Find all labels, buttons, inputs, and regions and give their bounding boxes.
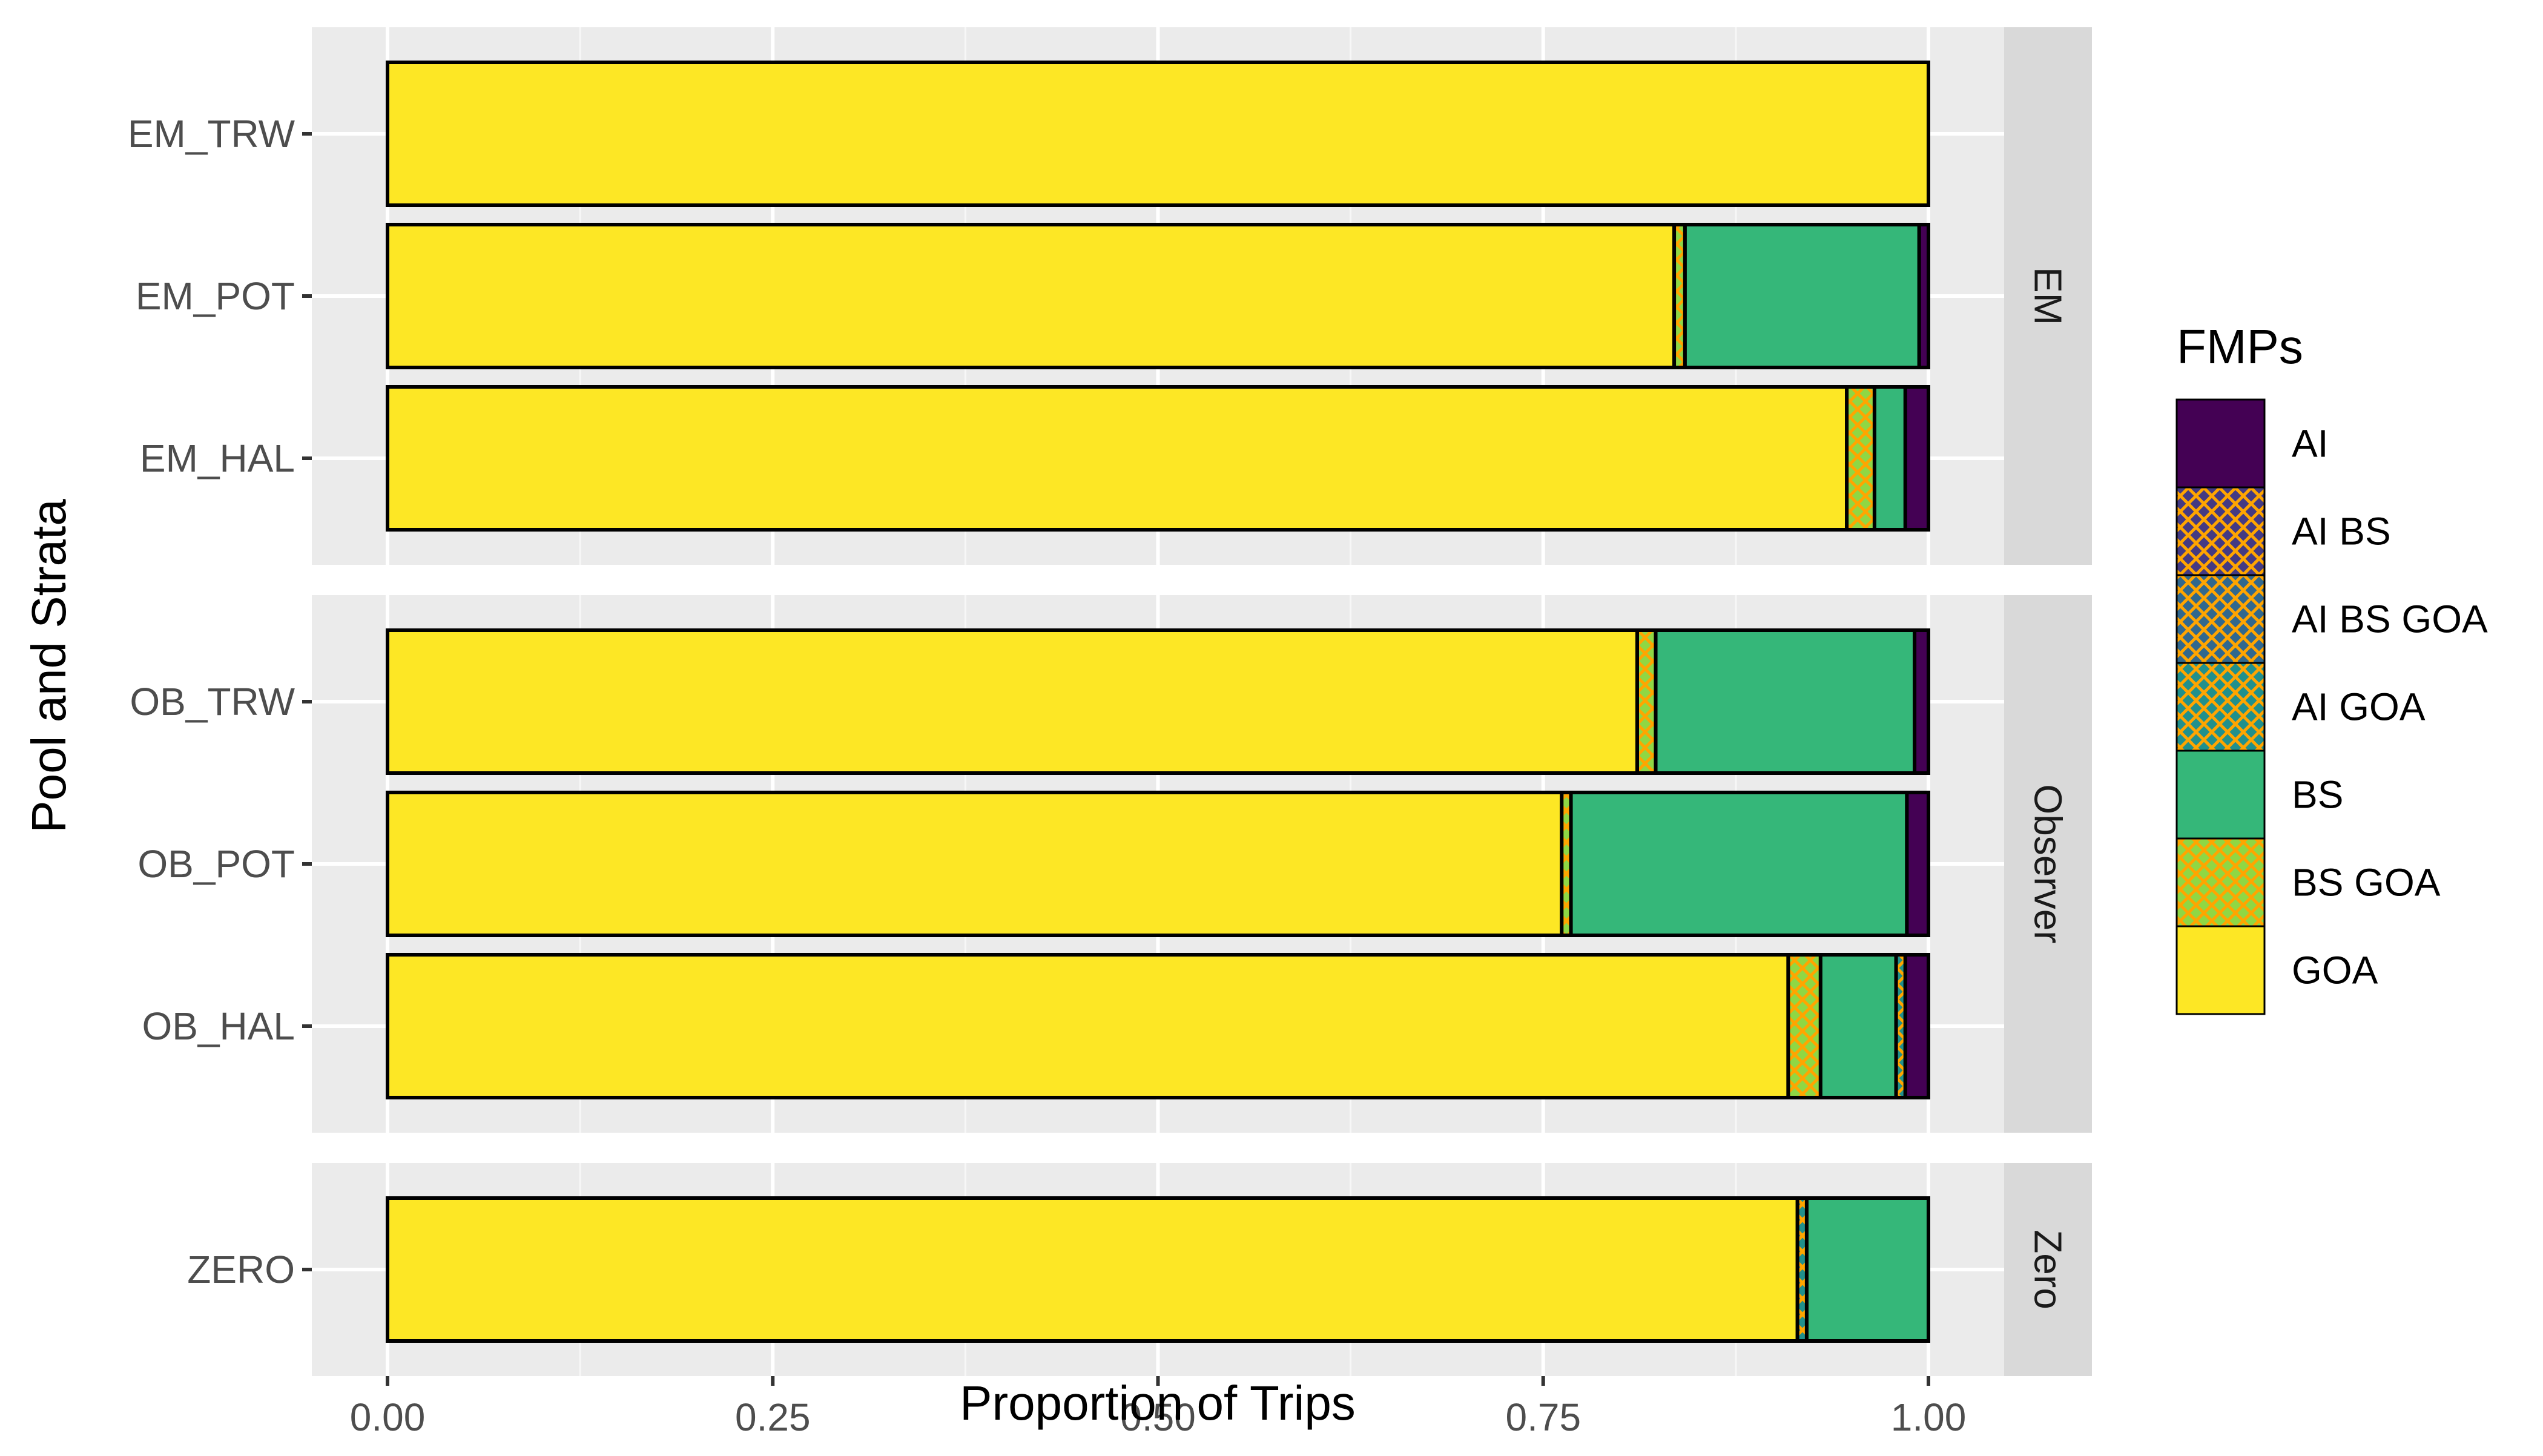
y-tick-label-em-hal: EM_HAL bbox=[140, 436, 295, 480]
y-tick-label-em-pot: EM_POT bbox=[136, 274, 295, 318]
legend-label: AI bbox=[2292, 422, 2328, 466]
legend-label: AI GOA bbox=[2292, 685, 2426, 729]
x-axis-title: Proportion of Trips bbox=[960, 1376, 1356, 1430]
bar-segment-bs bbox=[1683, 223, 1921, 369]
bar-segment-ai bbox=[1903, 385, 1930, 532]
bar-em-hal bbox=[386, 385, 1930, 532]
bar-segment-ai bbox=[1905, 791, 1931, 937]
facet-strip-label: Observer bbox=[2027, 784, 2070, 943]
bar-segment-goa bbox=[386, 953, 1790, 1099]
legend-key bbox=[2175, 925, 2266, 1015]
bar-segment-goa bbox=[386, 628, 1639, 775]
bar-segment-ai bbox=[1917, 223, 1930, 369]
bar-segment-bs bbox=[1569, 791, 1909, 937]
y-tick-label-ob-pot: OB_POT bbox=[137, 842, 295, 886]
bar-ob-hal bbox=[386, 953, 1930, 1099]
bar-ob-pot bbox=[386, 791, 1931, 937]
legend-label: BS bbox=[2292, 773, 2343, 817]
y-tick-label-zero: ZERO bbox=[187, 1248, 295, 1291]
legend-key bbox=[2175, 749, 2266, 840]
y-tick-label-em-trw: EM_TRW bbox=[128, 112, 295, 156]
legend-item-bs: BS bbox=[2175, 749, 2343, 840]
legend-item-ai: AI bbox=[2175, 398, 2328, 489]
legend-key bbox=[2175, 486, 2266, 576]
legend-item-ai-bs-goa: AI BS GOA bbox=[2175, 574, 2488, 664]
y-tick-label-ob-hal: OB_HAL bbox=[142, 1004, 295, 1048]
bar-em-pot bbox=[386, 223, 1930, 369]
y-tick-label-ob-trw: OB_TRW bbox=[130, 680, 295, 723]
facet-strip-zero bbox=[2004, 1163, 2092, 1376]
bar-segment-bs-goa bbox=[1845, 385, 1876, 532]
bar-segment-goa bbox=[386, 385, 1849, 532]
y-axis-title: Pool and Strata bbox=[22, 499, 76, 833]
bar-segment-ai bbox=[1903, 953, 1930, 1099]
bar-ob-trw bbox=[386, 628, 1930, 775]
facet-strip-label: Zero bbox=[2027, 1230, 2070, 1309]
facet-strip-label: EM bbox=[2027, 267, 2070, 325]
x-tick-label: 1.00 bbox=[1891, 1395, 1967, 1439]
bar-segment-bs-goa bbox=[1786, 953, 1822, 1099]
facet-panel-zero: Zero ZERO bbox=[187, 1163, 2092, 1376]
bar-segment-bs bbox=[1872, 385, 1907, 532]
facet-panel-em: EM EM_TRW EM_POT EM_HAL bbox=[128, 27, 2092, 565]
legend-label: BS GOA bbox=[2292, 861, 2441, 904]
bar-segment-goa bbox=[386, 223, 1677, 369]
facet-panel-observer: Observer OB_TRW OB_POT OB_HAL bbox=[130, 595, 2092, 1133]
x-tick-label: 0.00 bbox=[350, 1395, 426, 1439]
legend-key bbox=[2175, 837, 2266, 927]
bar-segment-goa bbox=[386, 1196, 1799, 1343]
legend-key bbox=[2175, 574, 2266, 664]
legend-label: AI BS bbox=[2292, 510, 2391, 553]
x-tick-label: 0.25 bbox=[735, 1395, 811, 1439]
bar-segment-bs bbox=[1818, 953, 1898, 1099]
legend-key bbox=[2175, 398, 2266, 489]
bar-segment-goa bbox=[386, 61, 1930, 207]
bar-segment-bs-goa bbox=[1635, 628, 1658, 775]
legend-item-ai-bs: AI BS bbox=[2175, 486, 2391, 576]
bar-segment-ai bbox=[1913, 628, 1930, 775]
legend-label: AI BS GOA bbox=[2292, 598, 2488, 641]
x-tick-label: 0.75 bbox=[1505, 1395, 1581, 1439]
bar-segment-bs bbox=[1804, 1196, 1931, 1343]
legend-title: FMPs bbox=[2177, 320, 2303, 374]
legend-item-goa: GOA bbox=[2175, 925, 2378, 1015]
bar-segment-goa bbox=[386, 791, 1564, 937]
legend-label: GOA bbox=[2292, 949, 2378, 992]
legend-item-bs-goa: BS GOA bbox=[2175, 837, 2441, 927]
bar-segment-bs bbox=[1654, 628, 1917, 775]
x-tick-label: 0.50 bbox=[1120, 1395, 1196, 1439]
legend-item-ai-goa: AI GOA bbox=[2175, 662, 2426, 752]
bar-zero bbox=[386, 1196, 1931, 1343]
legend-key bbox=[2175, 662, 2266, 752]
facet-strip-em bbox=[2004, 27, 2092, 565]
bar-em-trw bbox=[386, 61, 1930, 207]
facet-strip-observer bbox=[2004, 595, 2092, 1133]
